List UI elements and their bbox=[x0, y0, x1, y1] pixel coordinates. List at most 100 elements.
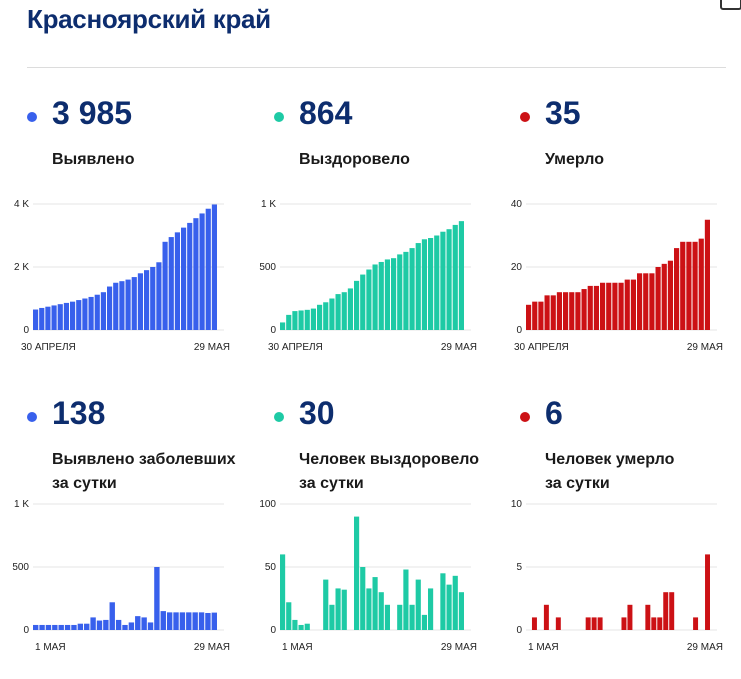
bar bbox=[669, 592, 675, 630]
bar bbox=[556, 292, 562, 330]
y-tick-label: 0 bbox=[516, 625, 522, 636]
bar bbox=[630, 279, 636, 330]
bar bbox=[57, 304, 63, 330]
y-tick-label: 40 bbox=[511, 199, 523, 210]
bar bbox=[298, 624, 304, 630]
x-tick-label-start: 1 МАЯ bbox=[282, 642, 313, 653]
bar bbox=[109, 602, 115, 630]
bar bbox=[45, 306, 51, 330]
bar-chart: 0 20 40 30 АПРЕЛЯ 29 МАЯ bbox=[511, 199, 723, 353]
y-tick-label: 50 bbox=[265, 562, 277, 573]
y-tick-label: 0 bbox=[516, 325, 522, 336]
bar bbox=[667, 260, 673, 330]
y-tick-label: 500 bbox=[12, 562, 29, 573]
bar bbox=[693, 617, 699, 630]
bar bbox=[286, 314, 292, 330]
bar bbox=[70, 301, 76, 330]
bar bbox=[317, 304, 323, 330]
bar bbox=[211, 204, 217, 330]
bar bbox=[94, 294, 100, 330]
stat-value: 864 bbox=[299, 95, 353, 131]
x-tick-label-end: 29 МАЯ bbox=[441, 642, 477, 653]
bar bbox=[198, 612, 205, 630]
bar bbox=[329, 298, 335, 330]
bar bbox=[606, 282, 612, 330]
x-tick-label-start: 30 АПРЕЛЯ bbox=[514, 342, 569, 353]
bar bbox=[119, 281, 125, 330]
bar bbox=[458, 221, 464, 330]
bar bbox=[627, 604, 633, 630]
bar bbox=[575, 292, 581, 330]
bar bbox=[403, 569, 409, 630]
bar bbox=[384, 259, 390, 330]
bar bbox=[162, 241, 168, 330]
bar bbox=[692, 241, 698, 330]
bar bbox=[532, 301, 538, 330]
bar bbox=[131, 277, 137, 330]
bar bbox=[637, 273, 643, 330]
bar bbox=[651, 617, 657, 630]
bar bbox=[415, 579, 421, 630]
bar bbox=[125, 279, 131, 330]
bar bbox=[661, 263, 667, 330]
bar bbox=[624, 279, 630, 330]
bar bbox=[147, 622, 154, 630]
bar bbox=[409, 604, 415, 630]
stat-label: Человек умерло bbox=[545, 451, 675, 468]
stat-label: Выздоровело bbox=[299, 151, 410, 168]
stat-value: 30 bbox=[299, 395, 335, 431]
bar bbox=[335, 588, 341, 630]
bar bbox=[128, 622, 135, 630]
bar bbox=[292, 619, 298, 630]
bar bbox=[428, 238, 434, 330]
bar bbox=[304, 309, 310, 330]
bar bbox=[354, 516, 360, 630]
bar bbox=[543, 604, 549, 630]
bar bbox=[531, 617, 537, 630]
bar bbox=[397, 604, 403, 630]
x-tick-label-start: 1 МАЯ bbox=[528, 642, 559, 653]
x-tick-label-start: 30 АПРЕЛЯ bbox=[21, 342, 76, 353]
bar bbox=[335, 294, 341, 330]
bar bbox=[341, 589, 347, 630]
x-tick-label-end: 29 МАЯ bbox=[687, 642, 723, 653]
bar bbox=[555, 617, 561, 630]
y-tick-label: 0 bbox=[270, 625, 276, 636]
bar bbox=[643, 273, 649, 330]
window-icon[interactable] bbox=[720, 0, 741, 10]
bar bbox=[304, 623, 310, 630]
bar bbox=[618, 282, 624, 330]
legend-dot bbox=[274, 112, 284, 122]
bar bbox=[323, 302, 329, 330]
stat-label: Выявлено заболевших bbox=[52, 451, 236, 468]
stat-label: Человек выздоровело bbox=[299, 451, 480, 468]
bar bbox=[585, 617, 591, 630]
bar bbox=[452, 224, 458, 330]
bar bbox=[421, 614, 427, 630]
y-tick-label: 1 K bbox=[14, 499, 29, 510]
bar bbox=[415, 243, 421, 330]
bar bbox=[593, 285, 599, 330]
bar bbox=[323, 579, 329, 630]
bar bbox=[698, 238, 704, 330]
bar bbox=[88, 296, 94, 330]
bar bbox=[82, 298, 88, 330]
bar bbox=[563, 292, 569, 330]
bar bbox=[409, 248, 415, 330]
bar bbox=[33, 309, 39, 330]
y-tick-label: 10 bbox=[511, 499, 523, 510]
bar bbox=[403, 251, 409, 330]
bar bbox=[360, 274, 366, 330]
bar bbox=[122, 624, 128, 630]
bar bbox=[428, 588, 434, 630]
y-tick-label: 0 bbox=[270, 325, 276, 336]
bar bbox=[452, 575, 458, 630]
bar bbox=[64, 624, 71, 630]
bar bbox=[181, 227, 187, 330]
stat-label: за сутки bbox=[52, 475, 117, 492]
bar bbox=[378, 261, 384, 330]
bar bbox=[63, 302, 69, 330]
bar bbox=[384, 604, 390, 630]
bar bbox=[397, 254, 403, 330]
bar bbox=[166, 612, 173, 630]
